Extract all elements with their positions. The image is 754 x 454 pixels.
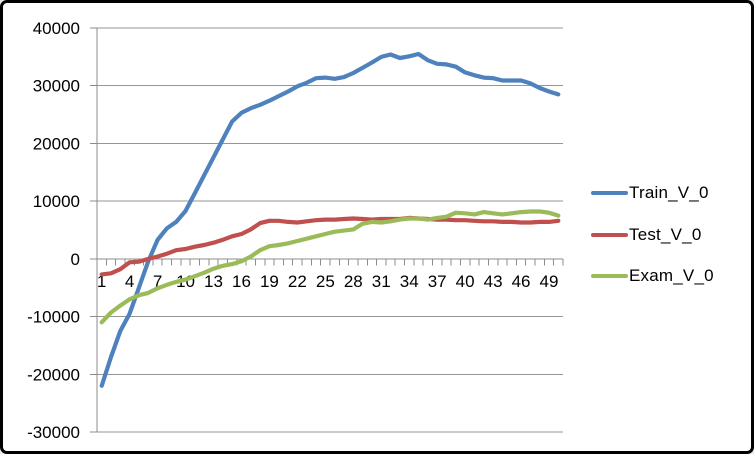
x-axis-label: 28 (344, 272, 363, 291)
x-axis-label: 22 (288, 272, 307, 291)
y-axis-label: 30000 (33, 77, 80, 96)
x-axis-label: 43 (484, 272, 503, 291)
x-axis-label: 40 (456, 272, 475, 291)
x-axis-label: 7 (153, 272, 162, 291)
legend-label-exam: Exam_V_0 (629, 266, 714, 285)
x-axis-label: 1 (97, 272, 106, 291)
x-axis-label: 37 (428, 272, 447, 291)
legend-entry-test[interactable]: Test_V_0 (591, 224, 701, 246)
legend-entry-exam[interactable]: Exam_V_0 (591, 265, 714, 287)
x-axis-label: 46 (512, 272, 531, 291)
x-axis-label: 34 (400, 272, 419, 291)
x-axis-label: 25 (316, 272, 335, 291)
x-axis-label: 31 (372, 272, 391, 291)
y-axis-label: -20000 (27, 365, 80, 384)
y-axis-label: -30000 (27, 423, 80, 442)
y-axis-label: 40000 (33, 19, 80, 38)
y-axis-label: -10000 (27, 308, 80, 327)
x-axis-label: 19 (260, 272, 279, 291)
y-axis-label: 20000 (33, 134, 80, 153)
train-v-0-series-line[interactable] (99, 51, 561, 388)
y-axis-label: 10000 (33, 192, 80, 211)
exam-v-0-series-line[interactable] (99, 209, 561, 325)
x-axis-label: 49 (540, 272, 559, 291)
exam-series-marker-icon (591, 273, 628, 279)
legend-label-train: Train_V_0 (629, 183, 709, 202)
train-series-marker-icon (591, 190, 628, 196)
test-series-marker-icon (591, 232, 628, 238)
legend-entry-train[interactable]: Train_V_0 (591, 182, 709, 204)
x-axis-label: 4 (125, 272, 134, 291)
test-v-0-series-line[interactable] (99, 215, 561, 277)
x-axis-label: 13 (204, 272, 223, 291)
x-axis-label: 16 (232, 272, 251, 291)
line-chart-plot: 40000 30000 20000 10000 0 -10000 -20000 -30000 1… (27, 19, 564, 442)
legend-label-test: Test_V_0 (629, 225, 702, 244)
y-axis-label: 0 (71, 250, 80, 269)
